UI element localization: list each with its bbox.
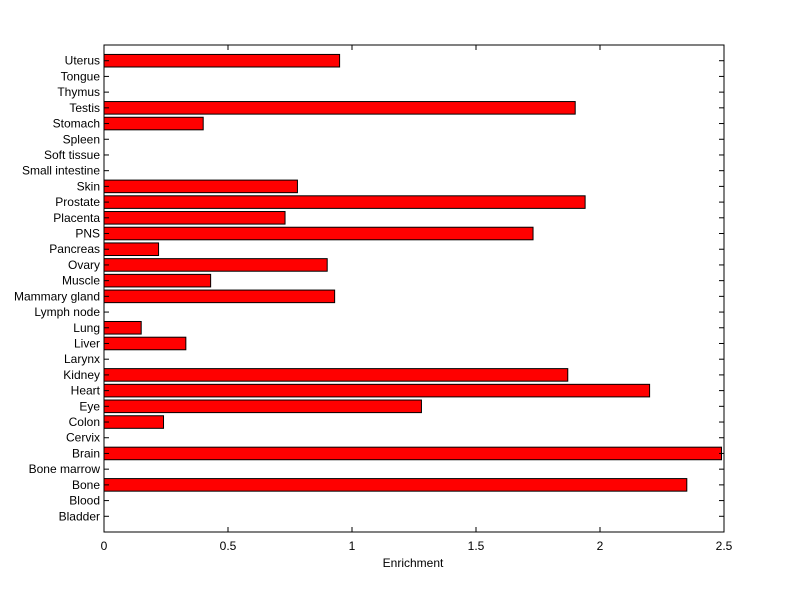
y-tick-label: Spleen <box>63 132 100 146</box>
y-tick-label: Placenta <box>53 211 100 225</box>
bar-liver <box>103 336 187 351</box>
y-tick-label: Muscle <box>62 274 100 288</box>
y-tick-label: Testis <box>69 101 100 115</box>
y-tick-label: Bone marrow <box>29 462 101 476</box>
y-tick-label: Brain <box>72 446 100 460</box>
y-tick-label: Larynx <box>64 352 100 366</box>
bar-pancreas <box>103 242 160 257</box>
y-tick-label: Blood <box>69 494 100 508</box>
y-tick-label: Eye <box>79 399 100 413</box>
y-tick-label: Lymph node <box>34 305 100 319</box>
y-tick-label: Skin <box>77 179 100 193</box>
y-tick-label: Kidney <box>63 368 100 382</box>
bar-mammary-gland <box>103 289 336 304</box>
y-tick-label: Tongue <box>61 69 101 83</box>
bar-uterus <box>103 53 341 68</box>
y-tick-label: Pancreas <box>49 242 100 256</box>
y-tick-label: Bone <box>72 478 100 492</box>
bar-eye <box>103 399 422 414</box>
bar-bone <box>103 478 688 492</box>
y-tick-label: Mammary gland <box>14 289 100 303</box>
y-tick-label: Lung <box>73 321 100 335</box>
bar-ovary <box>103 258 328 272</box>
y-tick-label: Ovary <box>68 258 100 272</box>
bar-pns <box>103 226 534 241</box>
bar-prostate <box>103 195 586 209</box>
bar-muscle <box>103 273 212 288</box>
bar-skin <box>103 179 298 194</box>
bar-testis <box>103 101 576 115</box>
x-axis-label: Enrichment <box>383 556 444 570</box>
y-tick-label: Uterus <box>65 54 100 68</box>
y-tick-label: Prostate <box>55 195 100 209</box>
x-tick-label: 2 <box>597 539 604 553</box>
y-tick-label: Bladder <box>59 509 100 523</box>
y-tick-label: Soft tissue <box>44 148 100 162</box>
x-tick-label: 0 <box>101 539 108 553</box>
bar-stomach <box>103 116 204 131</box>
x-tick-label: 1.5 <box>468 539 485 553</box>
y-tick-label: PNS <box>75 227 100 241</box>
y-tick-label: Heart <box>71 384 101 398</box>
plot-frame <box>103 44 725 533</box>
y-tick-label: Stomach <box>53 117 100 131</box>
bar-colon <box>103 415 165 429</box>
y-tick-label: Colon <box>69 415 100 429</box>
y-tick-label: Liver <box>74 336 100 350</box>
x-tick-label: 0.5 <box>220 539 237 553</box>
x-tick-label: 2.5 <box>716 539 733 553</box>
y-tick-label: Small intestine <box>22 164 100 178</box>
bar-placenta <box>103 211 286 225</box>
y-tick-label: Thymus <box>57 85 100 99</box>
bar-brain <box>103 446 723 461</box>
x-tick-label: 1 <box>349 539 356 553</box>
bar-lung <box>103 320 142 335</box>
y-tick-label: Cervix <box>66 431 100 445</box>
bar-heart <box>103 383 651 398</box>
bar-kidney <box>103 368 569 382</box>
